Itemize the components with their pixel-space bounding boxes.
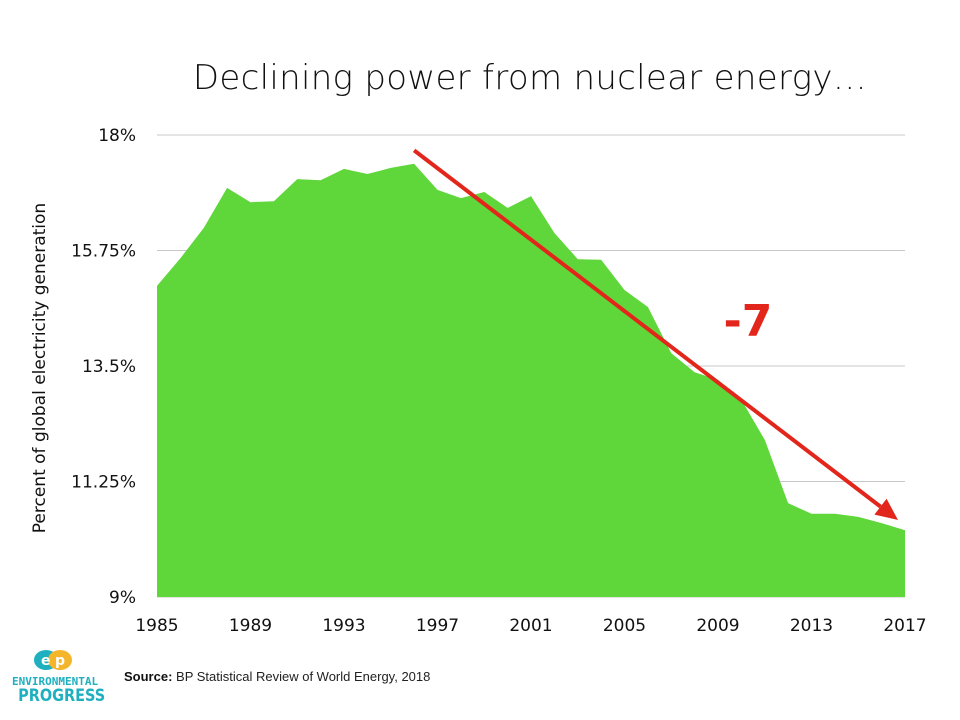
x-tick-label: 1985 [135, 616, 178, 636]
x-tick-label: 1989 [229, 616, 272, 636]
y-tick-label: 9% [109, 588, 136, 608]
area-series [157, 163, 905, 597]
environmental-progress-logo: e p ENVIRONMENTAL PROGRESS [12, 648, 106, 706]
change-label: -7 [724, 296, 773, 347]
logo-text-line1: ENVIRONMENTAL [12, 675, 99, 688]
y-tick-label: 18% [98, 126, 136, 146]
x-tick-label: 2009 [696, 616, 739, 636]
x-tick-label: 2013 [790, 616, 833, 636]
y-tick-label: 13.5% [82, 357, 136, 377]
x-tick-label: 2017 [883, 616, 926, 636]
x-tick-label: 1997 [416, 616, 459, 636]
source-label: Source: [124, 669, 173, 684]
x-tick-label: 2005 [603, 616, 646, 636]
x-tick-label: 1993 [322, 616, 365, 636]
source-note: Source: BP Statistical Review of World E… [124, 669, 430, 684]
trend-arrow-line [412, 148, 882, 509]
trend-arrowhead [874, 498, 898, 520]
x-tick-label: 2001 [509, 616, 552, 636]
y-tick-label: 15.75% [71, 242, 136, 262]
logo-text-line2: PROGRESS [18, 686, 106, 706]
svg-text:e: e [41, 653, 51, 669]
ep-logo-icon: e p [34, 650, 72, 670]
y-tick-label: 11.25% [71, 473, 136, 493]
svg-text:p: p [55, 653, 65, 669]
chart-title: Declining power from nuclear energy… [192, 58, 868, 98]
source-text: BP Statistical Review of World Energy, 2… [172, 669, 431, 684]
